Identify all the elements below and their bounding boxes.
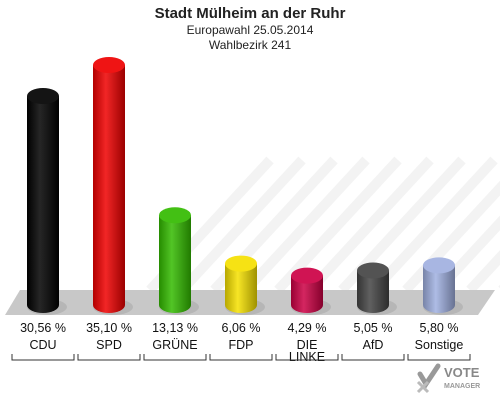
category-label: GRÜNE xyxy=(152,338,197,352)
bar-afd xyxy=(357,262,397,315)
category-bracket xyxy=(275,354,339,361)
bar-cdu xyxy=(27,88,67,315)
category-bracket xyxy=(209,354,273,361)
bar-sonstige xyxy=(423,257,463,315)
bar-top xyxy=(27,88,59,105)
category-bracket xyxy=(341,354,405,361)
bar-top xyxy=(357,262,389,279)
background-stripe xyxy=(178,156,306,294)
chart-subtitle: Europawahl 25.05.2014 xyxy=(186,23,314,37)
bar-body xyxy=(27,96,59,314)
category-label: CDU xyxy=(29,338,56,352)
category-bracket xyxy=(77,354,141,361)
bar-top xyxy=(291,267,323,284)
vote-manager-logo: VOTE MANAGER xyxy=(416,363,480,394)
background-stripe xyxy=(242,156,370,294)
bar-top xyxy=(225,255,257,272)
background-stripe xyxy=(274,156,402,294)
category-bracket xyxy=(143,354,207,361)
bar-body xyxy=(423,265,455,313)
bar-die-linke xyxy=(291,267,331,315)
background-stripe xyxy=(434,215,500,294)
value-label: 13,13 % xyxy=(152,321,198,335)
value-label: 5,80 % xyxy=(420,321,459,335)
logo-text-vote: VOTE xyxy=(444,365,480,380)
bar-grüne xyxy=(159,207,199,315)
value-label: 35,10 % xyxy=(86,321,132,335)
background-stripe xyxy=(370,156,498,294)
category-label: FDP xyxy=(229,338,254,352)
chart-header: Stadt Mülheim an der Ruhr Europawahl 25.… xyxy=(0,4,500,53)
bar-body xyxy=(357,270,389,313)
chart-title: Stadt Mülheim an der Ruhr xyxy=(154,5,346,22)
background-stripe xyxy=(306,156,434,294)
category-bracket xyxy=(407,354,471,361)
value-label: 6,06 % xyxy=(222,321,261,335)
category-label: AfD xyxy=(363,338,384,352)
bar-body xyxy=(159,215,191,313)
value-label: 30,56 % xyxy=(20,321,66,335)
category-label: DIE xyxy=(297,338,318,352)
value-label: 4,29 % xyxy=(288,321,327,335)
bar-fdp xyxy=(225,255,265,315)
bar-body xyxy=(291,275,323,313)
logo-text-manager: MANAGER xyxy=(444,383,480,390)
bar-top xyxy=(93,57,125,73)
category-label: LINKE xyxy=(289,350,325,364)
chart-subtitle-district: Wahlbezirk 241 xyxy=(208,38,292,52)
category-label: Sonstige xyxy=(415,338,464,352)
bar-top xyxy=(159,207,191,224)
bar-body xyxy=(225,263,257,313)
category-bracket xyxy=(11,354,75,361)
value-label: 5,05 % xyxy=(354,321,393,335)
bar-top xyxy=(423,257,455,274)
bar-body xyxy=(93,65,125,313)
checkmark-icon xyxy=(416,363,441,394)
category-label: SPD xyxy=(96,338,122,352)
background-stripe xyxy=(466,250,500,294)
bar-spd xyxy=(93,57,133,315)
